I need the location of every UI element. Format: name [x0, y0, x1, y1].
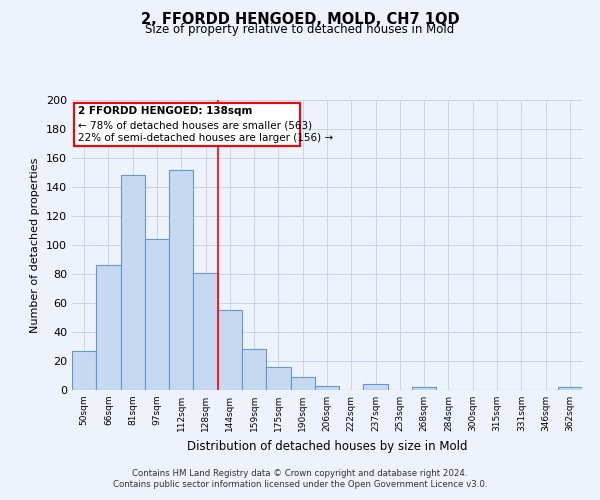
- Bar: [145, 239, 169, 390]
- Text: 2 FFORDD HENGOED: 138sqm: 2 FFORDD HENGOED: 138sqm: [78, 106, 253, 116]
- Text: 22% of semi-detached houses are larger (156) →: 22% of semi-detached houses are larger (…: [78, 134, 333, 143]
- Y-axis label: Number of detached properties: Number of detached properties: [31, 158, 40, 332]
- Text: Contains HM Land Registry data © Crown copyright and database right 2024.: Contains HM Land Registry data © Crown c…: [132, 468, 468, 477]
- X-axis label: Distribution of detached houses by size in Mold: Distribution of detached houses by size …: [187, 440, 467, 452]
- Bar: [412, 387, 436, 390]
- Bar: [218, 310, 242, 390]
- Bar: [96, 266, 121, 390]
- Bar: [121, 176, 145, 390]
- Bar: [364, 384, 388, 390]
- Bar: [242, 350, 266, 390]
- Bar: [72, 351, 96, 390]
- Text: ← 78% of detached houses are smaller (563): ← 78% of detached houses are smaller (56…: [78, 120, 312, 130]
- Text: Size of property relative to detached houses in Mold: Size of property relative to detached ho…: [145, 22, 455, 36]
- Bar: [290, 377, 315, 390]
- Bar: [169, 170, 193, 390]
- Text: 2, FFORDD HENGOED, MOLD, CH7 1QD: 2, FFORDD HENGOED, MOLD, CH7 1QD: [140, 12, 460, 28]
- Bar: [315, 386, 339, 390]
- Text: Contains public sector information licensed under the Open Government Licence v3: Contains public sector information licen…: [113, 480, 487, 489]
- FancyBboxPatch shape: [74, 103, 300, 146]
- Bar: [193, 272, 218, 390]
- Bar: [266, 367, 290, 390]
- Bar: [558, 387, 582, 390]
